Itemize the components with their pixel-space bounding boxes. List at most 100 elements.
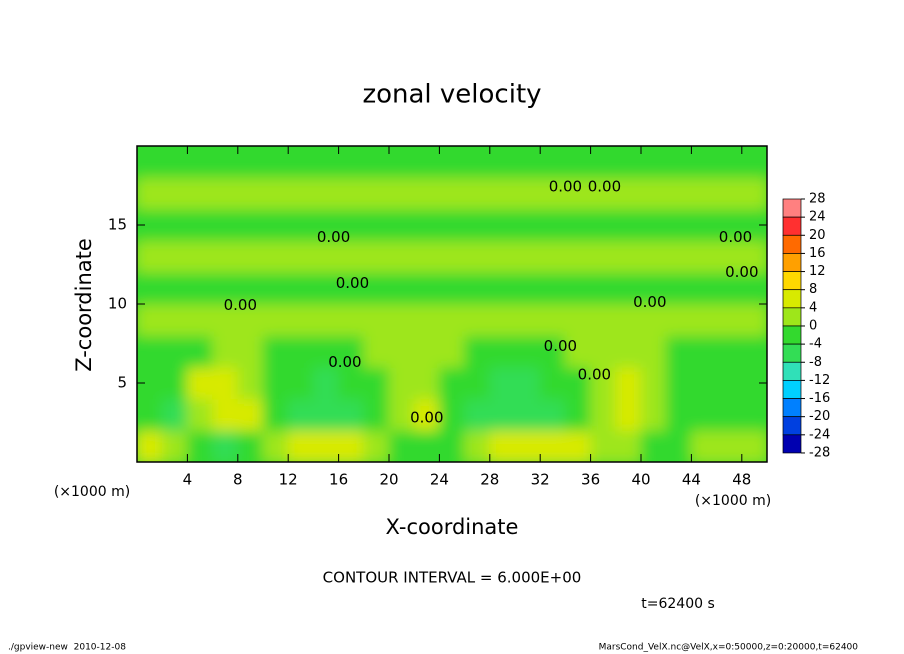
field-cell	[338, 335, 365, 368]
field-cell	[464, 398, 491, 431]
field-cell	[413, 177, 440, 210]
field-cell	[514, 240, 541, 273]
field-cell	[741, 271, 767, 305]
field-cell	[590, 271, 617, 305]
field-cell	[161, 271, 188, 305]
field-cell	[363, 146, 390, 179]
field-cell	[590, 366, 617, 400]
field-cell	[514, 398, 541, 431]
contour-label: 0.00	[588, 178, 621, 196]
field-cell	[464, 208, 491, 242]
field-cell	[413, 146, 440, 179]
field-cell	[590, 177, 617, 210]
field-cell	[262, 240, 289, 273]
contour-label: 0.00	[549, 178, 582, 196]
contour-label: 0.00	[328, 353, 361, 371]
field-cell	[539, 398, 566, 431]
field-cell	[564, 366, 592, 400]
field-cell	[287, 429, 314, 462]
field-cell	[615, 146, 642, 179]
field-cell	[615, 335, 642, 368]
field-cell	[363, 177, 390, 210]
field-cell	[137, 240, 163, 273]
field-cell	[640, 271, 667, 305]
field-cell	[338, 208, 365, 242]
field-cell	[464, 271, 491, 305]
time-label: t=62400 s	[641, 596, 715, 612]
field-cell	[287, 335, 314, 368]
field-cell	[161, 240, 188, 273]
field-cell	[716, 271, 743, 305]
field-cell	[388, 335, 415, 368]
colorbar-swatch	[782, 216, 802, 236]
field-cell	[640, 366, 667, 400]
field-cell	[312, 398, 340, 431]
field-cell	[312, 146, 340, 179]
field-cell	[590, 303, 617, 337]
x-tick-label: 28	[480, 471, 499, 489]
contour-label: 0.00	[719, 228, 752, 246]
field-cell	[137, 303, 163, 337]
field-cell	[237, 429, 264, 462]
field-cell	[489, 146, 516, 179]
field-cell	[539, 146, 566, 179]
field-cell	[262, 303, 289, 337]
field-cell	[363, 398, 390, 431]
field-cell	[363, 208, 390, 242]
field-cell	[716, 429, 743, 462]
field-cell	[262, 271, 289, 305]
colorbar-swatch	[782, 253, 802, 272]
field-cell	[338, 271, 365, 305]
field-cell	[615, 398, 642, 431]
contour-label: 0.00	[544, 337, 577, 355]
contour-interval: CONTOUR INTERVAL = 6.000E+00	[323, 569, 582, 587]
field-cell	[665, 335, 692, 368]
field-cell	[464, 177, 491, 210]
field-cell	[338, 146, 365, 179]
field-cell	[590, 208, 617, 242]
field-cell	[186, 208, 214, 242]
field-cell	[514, 429, 541, 462]
colorbar-label: -28	[809, 445, 830, 460]
contour-label: 0.00	[410, 408, 443, 426]
field-cell	[237, 146, 264, 179]
field-cell	[640, 208, 667, 242]
field-cell	[690, 366, 718, 400]
colorbar-label: -16	[809, 391, 830, 406]
field-cell	[237, 240, 264, 273]
field-cell	[186, 146, 214, 179]
field-cell	[413, 335, 440, 368]
field-cell	[312, 240, 340, 273]
field-cell	[212, 429, 239, 462]
field-cell	[262, 398, 289, 431]
y-tick-label: 5	[117, 374, 127, 392]
field-cell	[186, 240, 214, 273]
field-cell	[464, 146, 491, 179]
field-cell	[665, 177, 692, 210]
field-cell	[212, 398, 239, 431]
footer-left: ./gpview-new 2010-12-08	[8, 643, 126, 653]
field-cell	[564, 240, 592, 273]
field-cell	[186, 303, 214, 337]
field-cells	[137, 146, 767, 462]
field-cell	[212, 240, 239, 273]
overlay: 0.000.00 0.000.000.000.000.00 0.000.000.00…	[108, 145, 830, 489]
colorbar-label: -12	[809, 373, 830, 388]
field-cell	[615, 208, 642, 242]
field-cell	[287, 366, 314, 400]
footer-right: MarsCond_VelX.nc@VelX,x=0:50000,z=0:2000…	[599, 643, 859, 653]
field-cell	[287, 240, 314, 273]
field-cell	[514, 146, 541, 179]
colorbar-label: -24	[809, 427, 830, 442]
field-cell	[564, 303, 592, 337]
colorbar-swatch	[782, 398, 802, 418]
field-cell	[690, 335, 718, 368]
field-cell	[665, 366, 692, 400]
field-cell	[665, 240, 692, 273]
field-cell	[237, 177, 264, 210]
field-cell	[514, 335, 541, 368]
field-cell	[615, 366, 642, 400]
field-cell	[716, 303, 743, 337]
field-cell	[438, 240, 466, 273]
field-cell	[212, 208, 239, 242]
